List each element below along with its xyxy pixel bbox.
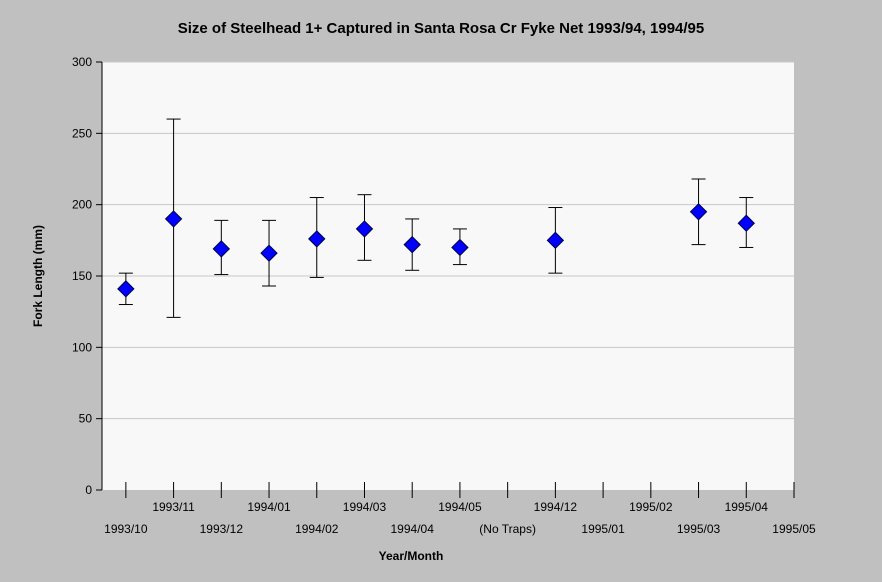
chart-title: Size of Steelhead 1+ Captured in Santa R…: [178, 20, 704, 37]
x-tick-label: 1995/01: [581, 522, 625, 536]
x-tick-label: 1995/02: [629, 500, 673, 514]
data-point-marker: [164, 210, 183, 228]
x-tick-label: 1993/12: [200, 522, 244, 536]
data-point-marker: [546, 231, 565, 250]
x-tick-label: 1995/05: [772, 522, 816, 536]
x-axis-title: Year/Month: [379, 549, 444, 563]
mark-layer: [117, 118, 755, 318]
data-point-marker: [308, 230, 326, 248]
axis-layer: 0501001502002503001993/101993/111993/121…: [72, 55, 816, 536]
y-tick-label: 200: [72, 198, 92, 212]
data-point-marker: [689, 203, 708, 221]
x-tick-label: 1994/01: [247, 500, 291, 514]
data-point-marker: [117, 280, 135, 298]
x-tick-label: 1995/03: [677, 522, 721, 536]
x-tick-label: 1993/10: [104, 522, 148, 536]
y-tick-label: 0: [85, 483, 92, 497]
data-point-marker: [737, 214, 755, 232]
x-tick-label: 1994/02: [295, 522, 339, 536]
data-point-marker: [403, 235, 421, 254]
x-tick-label: 1994/04: [391, 522, 435, 536]
data-point-marker: [260, 244, 278, 262]
x-tick-label: 1995/04: [725, 500, 769, 514]
x-tick-label: 1993/11: [152, 500, 195, 514]
x-tick-label: 1994/03: [343, 500, 387, 514]
x-tick-label: 1994/12: [534, 500, 578, 514]
data-point-marker: [355, 220, 374, 238]
x-tick-label: (No Traps): [479, 522, 536, 536]
y-tick-label: 300: [72, 55, 92, 69]
data-point-marker: [451, 238, 469, 257]
y-tick-label: 250: [72, 126, 92, 140]
x-tick-label: 1994/05: [438, 500, 482, 514]
y-tick-label: 150: [72, 269, 92, 283]
grid-layer: [102, 61, 794, 420]
y-axis-title: Fork Length (mm): [31, 225, 45, 327]
y-tick-label: 50: [79, 412, 93, 426]
y-tick-label: 100: [72, 340, 92, 354]
data-point-marker: [212, 240, 231, 258]
